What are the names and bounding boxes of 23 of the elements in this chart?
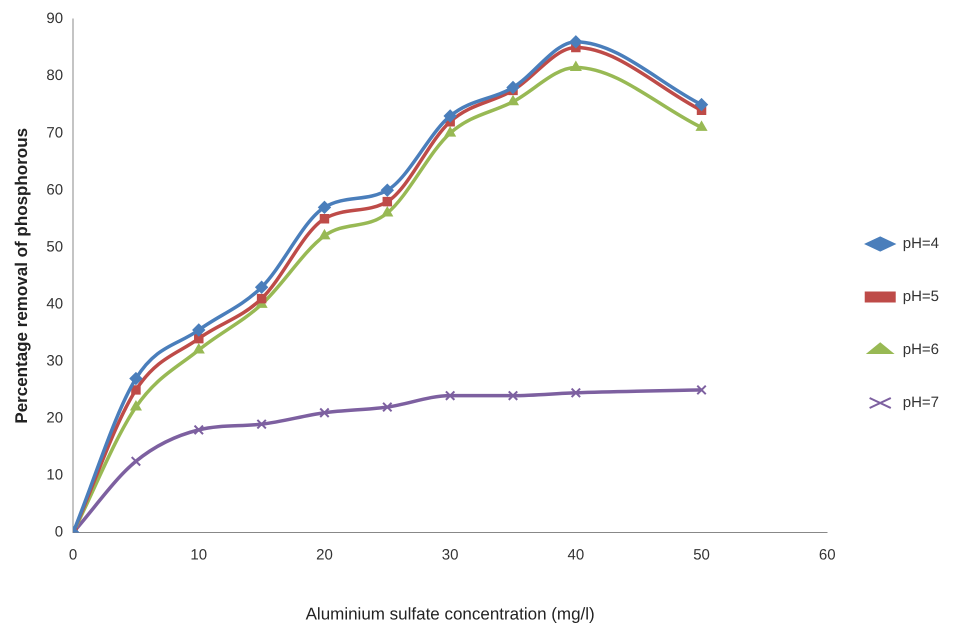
y-tick-label: 60 <box>46 181 64 198</box>
legend-label: pH=5 <box>902 288 940 306</box>
x-tick-label: 0 <box>68 546 78 564</box>
y-tick-label: 30 <box>46 352 64 370</box>
y-tick-label: 40 <box>46 295 64 312</box>
y-tick-label: 50 <box>46 238 64 256</box>
x-tick-label: 60 <box>818 546 836 564</box>
x-axis-title: Aluminium sulfate concentration (mg/l) <box>306 604 595 624</box>
legend-label: pH=7 <box>902 394 940 412</box>
y-tick-label: 0 <box>54 524 64 541</box>
y-tick-label: 20 <box>46 410 64 427</box>
x-tick-label: 40 <box>568 546 584 564</box>
y-axis-title: Percentage removal of phosphorous <box>12 128 31 424</box>
x-tick-label: 30 <box>442 546 458 564</box>
legend-label: pH=6 <box>902 341 940 358</box>
y-tick-label: 10 <box>46 466 64 484</box>
y-tick-label: 90 <box>46 10 64 28</box>
x-tick-label: 20 <box>316 546 333 564</box>
x-tick-label: 50 <box>693 546 710 564</box>
legend-label: pH=4 <box>902 235 940 252</box>
x-tick-label: 10 <box>190 546 208 564</box>
y-tick-label: 70 <box>46 124 64 142</box>
y-tick-label: 80 <box>46 67 64 84</box>
